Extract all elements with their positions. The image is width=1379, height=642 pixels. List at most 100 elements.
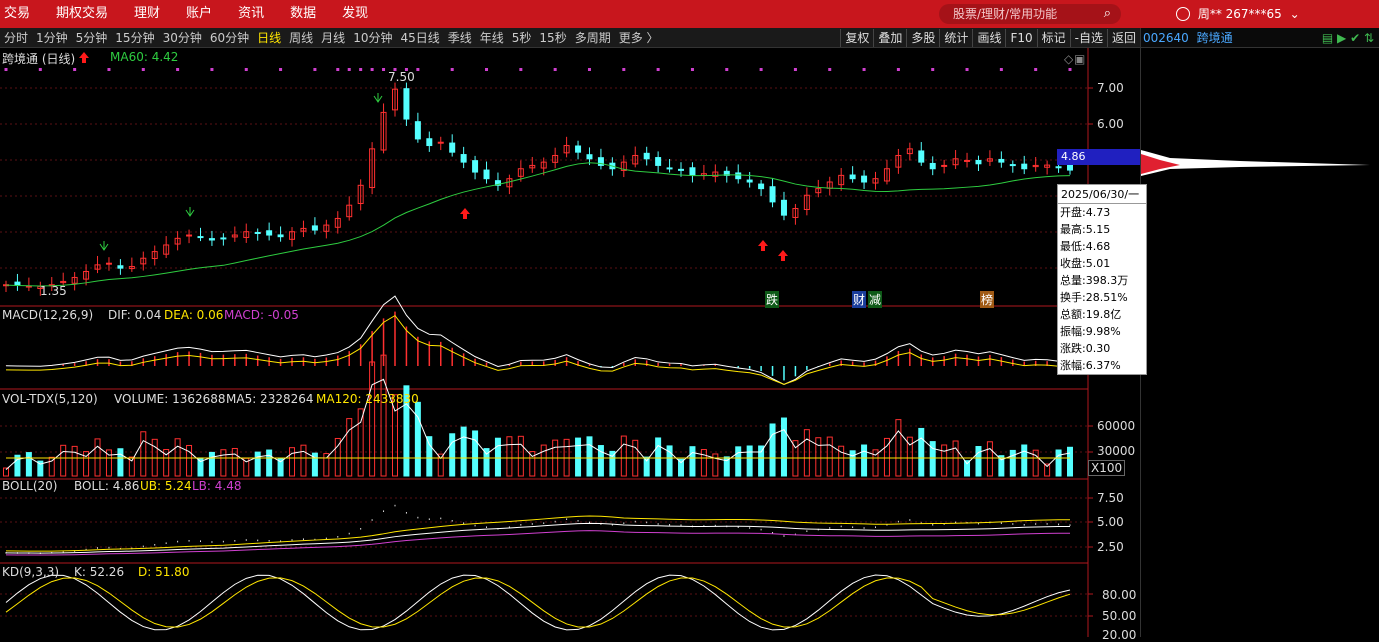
event-tag-rank[interactable]: 榜 <box>980 291 995 308</box>
tab-quarterly[interactable]: 季线 <box>447 31 472 45</box>
chevron-down-icon[interactable]: ⌄ <box>1289 7 1300 21</box>
tab-intraday[interactable]: 分时 <box>4 31 29 45</box>
volume-bar <box>517 435 524 477</box>
volume-bar <box>1009 449 1016 477</box>
volume-bar <box>83 451 90 477</box>
candle-body <box>929 162 936 170</box>
menu-account[interactable]: 账户 <box>186 6 213 21</box>
kd-axis-80: 80.00 <box>1102 588 1137 602</box>
statistics-button[interactable]: 统计 <box>939 29 972 47</box>
candle-body <box>666 167 673 170</box>
tab-daily[interactable]: 日线 <box>257 31 282 45</box>
tab-30min[interactable]: 30分钟 <box>162 31 202 45</box>
tab-60min[interactable]: 60分钟 <box>209 31 250 45</box>
remove-watchlist-button[interactable]: -自选 <box>1069 29 1107 47</box>
menu-discover[interactable]: 发现 <box>342 6 369 21</box>
volume-bar <box>71 445 78 477</box>
candle-body <box>986 158 993 162</box>
tab-weekly[interactable]: 周线 <box>289 31 314 45</box>
restore-rights-button[interactable]: 复权 <box>840 29 873 47</box>
tab-monthly[interactable]: 月线 <box>321 31 346 45</box>
event-tag-finance[interactable]: 财 <box>852 291 867 308</box>
menu-wealth[interactable]: 理财 <box>134 6 161 21</box>
back-button[interactable]: 返回 <box>1106 29 1140 47</box>
draw-line-button[interactable]: 画线 <box>972 29 1005 47</box>
volume-bar <box>300 444 307 477</box>
candle-body <box>769 186 776 203</box>
signal-dot <box>313 68 317 71</box>
candle-body <box>952 158 959 166</box>
volume-bar <box>323 453 330 477</box>
signal-dot <box>370 68 374 71</box>
sell-arrow-icon <box>373 93 383 103</box>
signal-dot <box>73 68 77 71</box>
candle-body <box>346 204 353 218</box>
menu-options-trade[interactable]: 期权交易 <box>56 6 109 21</box>
tab-more[interactable]: 更多 〉 <box>618 31 659 45</box>
candle-body <box>883 168 890 182</box>
volume-bar <box>174 438 181 477</box>
signal-dot <box>690 68 694 71</box>
mark-button[interactable]: 标记 <box>1036 29 1070 47</box>
signal-arrows <box>79 52 788 261</box>
candle-body <box>483 169 490 180</box>
signal-dots <box>4 68 1072 71</box>
candle-body <box>60 280 67 284</box>
signal-dot <box>656 68 660 71</box>
menu-news[interactable]: 资讯 <box>238 6 265 21</box>
panel-icons[interactable]: ▤ ▶ ✔ ⇅ <box>1321 31 1374 45</box>
signal-dot <box>336 68 340 71</box>
candle-body <box>563 145 570 154</box>
volume-bar <box>3 467 9 477</box>
candle-body <box>174 237 181 245</box>
multi-stock-button[interactable]: 多股 <box>906 29 939 47</box>
candle-body <box>117 265 124 269</box>
volume-bar <box>483 448 490 477</box>
tab-15min[interactable]: 15分钟 <box>115 31 155 45</box>
menu-trade[interactable]: 交易 <box>4 6 31 21</box>
event-tag-reduce[interactable]: 减 <box>868 291 883 308</box>
right-panel: 002640 跨境通 ▤ ▶ ✔ ⇅ <box>1140 28 1379 637</box>
tab-multi-period[interactable]: 多周期 <box>574 31 611 45</box>
search-input[interactable]: 股票/理财/常用功能 ⌕ <box>939 4 1121 24</box>
volume-bar <box>964 460 971 477</box>
candle-body <box>655 157 662 166</box>
volume-ma5-line <box>5 378 1071 470</box>
sell-arrow-icon <box>99 241 109 251</box>
chart-canvas[interactable] <box>0 48 1379 637</box>
main-menu: 交易 期权交易 理财 账户 资讯 数据 发现 <box>0 0 390 28</box>
candle-body <box>426 138 433 147</box>
overlay-button[interactable]: 叠加 <box>873 29 906 47</box>
volume-bar <box>666 445 673 477</box>
tab-5sec[interactable]: 5秒 <box>511 31 532 45</box>
signal-dot <box>999 68 1003 71</box>
candle-body <box>975 159 982 165</box>
volume-bar <box>414 401 421 477</box>
candle-body <box>208 238 215 241</box>
volume-bar <box>609 450 616 477</box>
candle-body <box>494 180 501 186</box>
tab-10min[interactable]: 10分钟 <box>353 31 393 45</box>
event-tag-drop[interactable]: 跌 <box>765 291 780 308</box>
volume-bar <box>998 455 1005 477</box>
ma60-label: MA60: 4.42 <box>110 50 179 64</box>
candle-body <box>792 208 799 218</box>
settings-diamond-icon[interactable]: ◇ <box>1064 52 1074 66</box>
tooltip-change: 涨跌:0.30 <box>1060 342 1111 355</box>
user-account[interactable]: 周** 267***65 ⌄ <box>1176 0 1300 28</box>
tab-1min[interactable]: 1分钟 <box>36 31 68 45</box>
tab-5min[interactable]: 5分钟 <box>75 31 108 45</box>
signal-dot <box>347 68 351 71</box>
signal-dot <box>485 68 489 71</box>
search-icon[interactable]: ⌕ <box>1103 6 1111 21</box>
tooltip-volume: 总量:398.3万 <box>1060 274 1129 287</box>
menu-data[interactable]: 数据 <box>290 6 317 21</box>
volume-bar <box>472 430 479 477</box>
boll-lower-line <box>5 530 1071 556</box>
tab-45day[interactable]: 45日线 <box>400 31 440 45</box>
f10-button[interactable]: F10 <box>1005 29 1036 47</box>
tab-15sec[interactable]: 15秒 <box>539 31 567 45</box>
panel-menu-icon[interactable]: ▣ <box>1074 52 1086 66</box>
volume-bar <box>48 456 55 477</box>
tab-yearly[interactable]: 年线 <box>479 31 504 45</box>
